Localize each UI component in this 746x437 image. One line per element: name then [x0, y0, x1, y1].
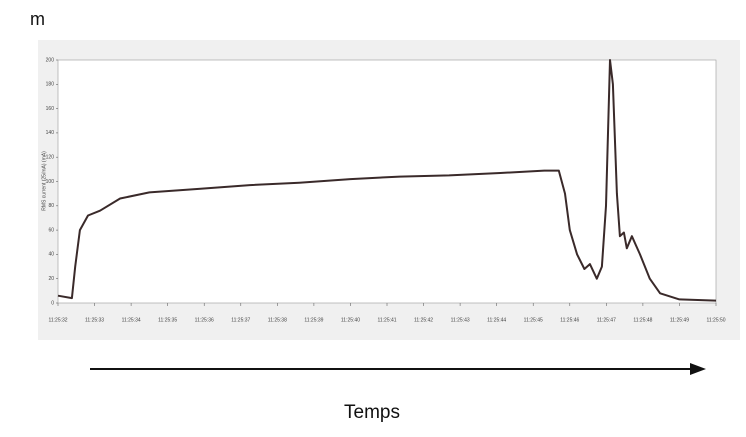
- x-caption: Temps: [344, 402, 400, 423]
- x-tick-label: 11:25:39: [304, 317, 323, 323]
- y-tick-label: 20: [48, 276, 54, 282]
- y-tick-label: 200: [46, 57, 55, 63]
- x-tick-label: 11:25:40: [341, 317, 360, 323]
- y-tick-label: 80: [48, 203, 54, 209]
- x-tick-label: 11:25:38: [268, 317, 287, 323]
- y-tick-label: 120: [46, 155, 55, 161]
- x-tick-label: 11:25:42: [414, 317, 433, 323]
- y-tick-label: 100: [46, 179, 55, 185]
- x-tick-label: 11:25:34: [122, 317, 141, 323]
- x-tick-label: 11:25:41: [377, 317, 396, 323]
- y-tick-label: 0: [51, 300, 54, 306]
- panel-label: m: [30, 9, 45, 29]
- x-tick-label: 11:25:33: [85, 317, 104, 323]
- data-line: [57, 59, 717, 302]
- y-tick-label: 140: [46, 130, 55, 136]
- x-tick-label: 11:25:35: [158, 317, 177, 323]
- x-tick-label: 11:25:50: [706, 317, 725, 323]
- y-tick-label: 40: [48, 252, 54, 258]
- x-tick-label: 11:25:44: [487, 317, 506, 323]
- x-tick-label: 11:25:47: [597, 317, 616, 323]
- x-tick-label: 11:25:32: [48, 317, 67, 323]
- x-tick-label: 11:25:48: [633, 317, 652, 323]
- y-tick-label: 160: [46, 106, 55, 112]
- y-tick-label: 60: [48, 227, 54, 233]
- x-tick-label: 11:25:49: [670, 317, 689, 323]
- x-tick-label: 11:25:37: [231, 317, 250, 323]
- x-tick-label: 11:25:36: [195, 317, 214, 323]
- x-tick-label: 11:25:45: [524, 317, 543, 323]
- x-tick-label: 11:25:46: [560, 317, 579, 323]
- y-axis-label: RMS current (25/mA) (mA): [41, 151, 47, 211]
- x-tick-label: 11:25:43: [451, 317, 470, 323]
- arrow-head: [690, 363, 706, 375]
- y-tick-label: 180: [46, 82, 55, 88]
